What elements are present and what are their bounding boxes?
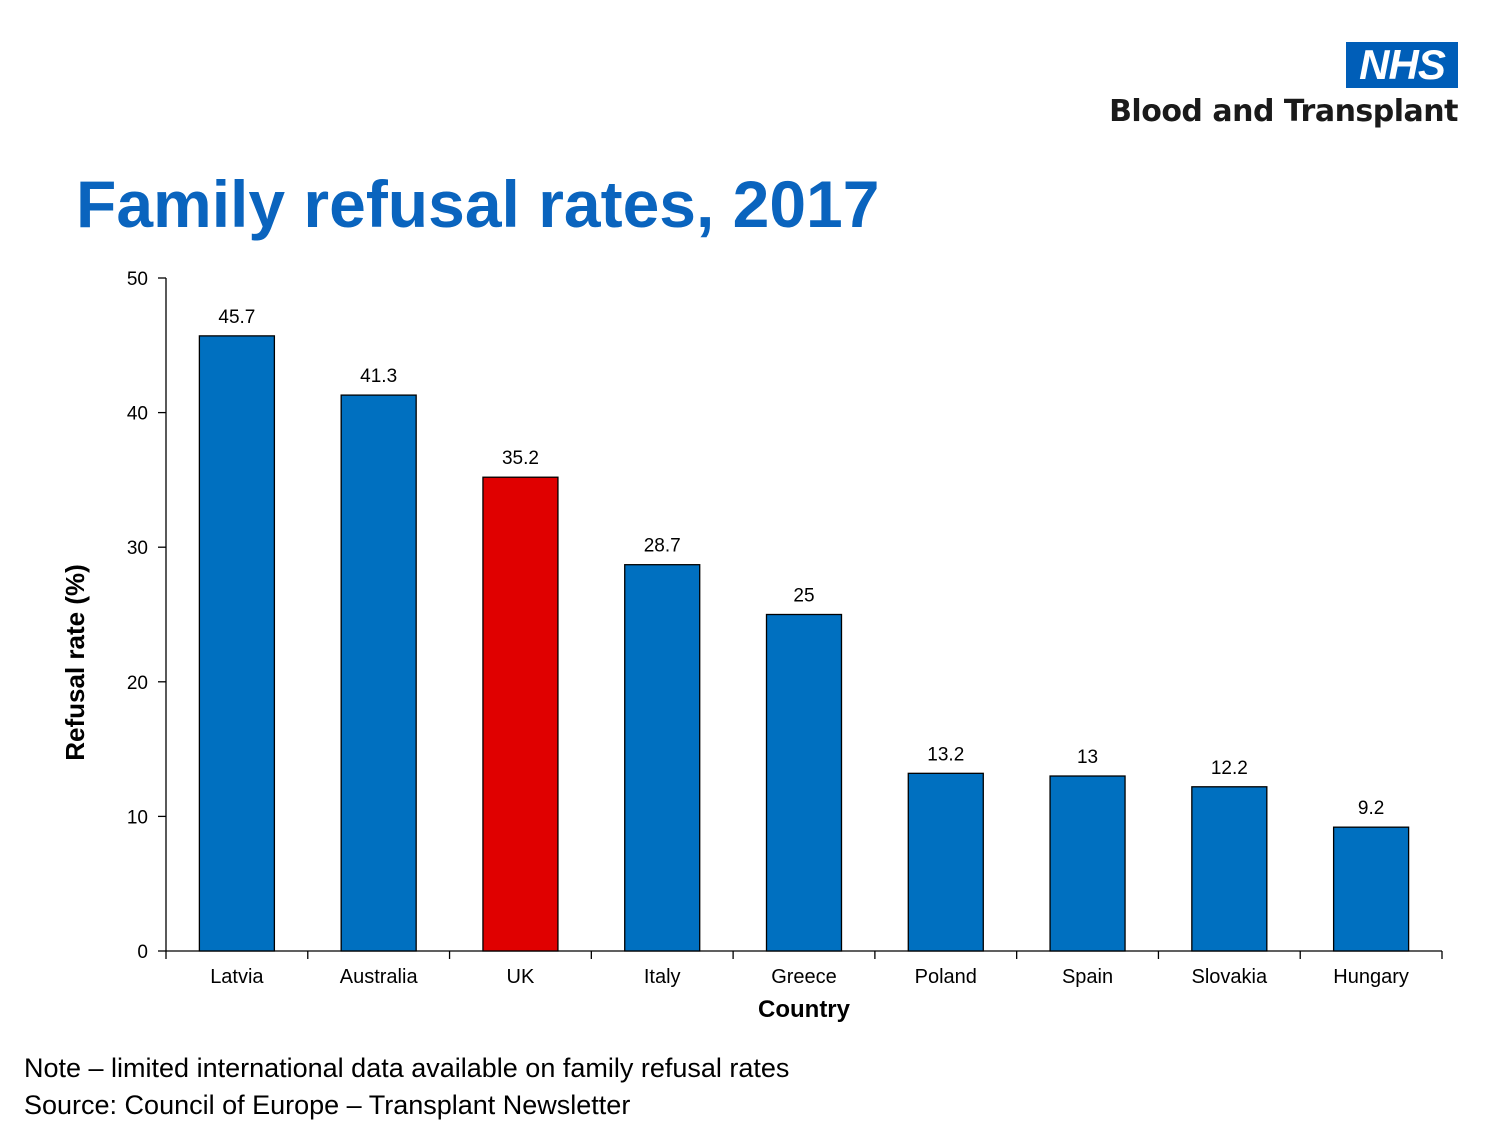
y-tick-label: 0: [137, 942, 148, 963]
x-tick-label: Hungary: [1333, 966, 1409, 988]
nhs-logo: NHS Blood and Transplant: [1109, 42, 1458, 132]
x-tick-label: UK: [507, 966, 535, 988]
y-axis-title: Refusal rate (%): [60, 564, 90, 761]
bar-slovakia: [1191, 786, 1268, 952]
x-tick-label: Poland: [915, 966, 977, 988]
y-tick-label: 20: [127, 673, 148, 694]
bar-australia: [340, 394, 417, 952]
data-label: 9.2: [1358, 798, 1384, 819]
data-source: Source: Council of Europe – Transplant N…: [24, 1090, 631, 1120]
data-label: 41.3: [360, 366, 397, 387]
organisation-name: Blood and Transplant: [1109, 94, 1458, 129]
data-label: 35.2: [502, 448, 539, 469]
x-tick-label: Latvia: [210, 966, 264, 988]
data-label: 13: [1077, 747, 1098, 768]
x-tick-label: Italy: [644, 966, 681, 988]
data-label: 28.7: [644, 536, 681, 557]
footnotes: Note – limited international data availa…: [24, 1050, 789, 1124]
y-tick-label: 40: [127, 404, 148, 425]
y-tick-label: 50: [127, 269, 148, 290]
y-tick-label: 10: [127, 807, 148, 828]
refusal-rate-bar-chart: 0 10 20 30 40 50 45.7 Latvia 41.3 Australia 35.2 UK…: [60, 269, 1443, 1023]
bar-spain: [1049, 775, 1126, 952]
bar-uk: [482, 476, 559, 952]
data-label: 13.2: [927, 744, 964, 765]
bar-italy: [624, 564, 701, 952]
bar-latvia: [198, 335, 276, 952]
x-axis-title: Country: [758, 996, 851, 1023]
data-note: Note – limited international data availa…: [24, 1053, 790, 1083]
data-label: 25: [793, 586, 814, 607]
data-label: 12.2: [1211, 758, 1248, 779]
x-tick-label: Slovakia: [1192, 966, 1268, 988]
page-title: Family refusal rates, 2017: [76, 167, 880, 241]
data-label: 45.7: [218, 307, 255, 328]
y-tick-label: 30: [127, 538, 148, 559]
x-tick-label: Spain: [1062, 966, 1113, 988]
bar-greece: [765, 613, 843, 952]
x-tick-label: Australia: [340, 966, 419, 988]
x-tick-label: Greece: [771, 966, 837, 988]
nhs-logo-mark: NHS: [1346, 42, 1458, 88]
bar-poland: [907, 772, 984, 952]
bar-hungary: [1332, 826, 1410, 952]
